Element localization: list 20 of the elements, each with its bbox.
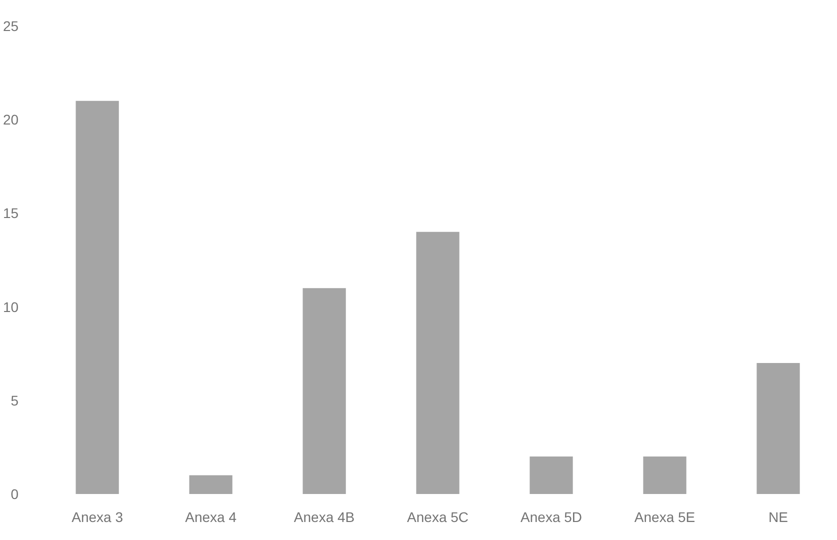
x-tick-label: NE bbox=[768, 509, 788, 525]
bar bbox=[756, 362, 800, 494]
bar bbox=[76, 100, 119, 494]
x-tick-label: Anexa 4 bbox=[185, 509, 237, 525]
bar bbox=[189, 475, 232, 494]
x-tick-label: Anexa 5D bbox=[520, 509, 582, 525]
y-tick-label: 0 bbox=[10, 486, 19, 502]
bar bbox=[416, 232, 460, 494]
y-tick-label: 5 bbox=[10, 392, 19, 408]
bar bbox=[643, 456, 686, 494]
x-tick-label: Anexa 5C bbox=[407, 509, 469, 525]
y-tick-label: 25 bbox=[2, 18, 19, 34]
x-tick-label: Anexa 5E bbox=[634, 509, 696, 525]
y-tick-label: 15 bbox=[2, 205, 19, 222]
x-tick-label: Anexa 4B bbox=[294, 509, 355, 525]
y-tick-label: 10 bbox=[2, 298, 19, 315]
x-tick-label: Anexa 3 bbox=[72, 509, 124, 525]
y-tick-label: 20 bbox=[2, 112, 19, 128]
bar bbox=[302, 288, 346, 494]
bar bbox=[530, 456, 573, 494]
